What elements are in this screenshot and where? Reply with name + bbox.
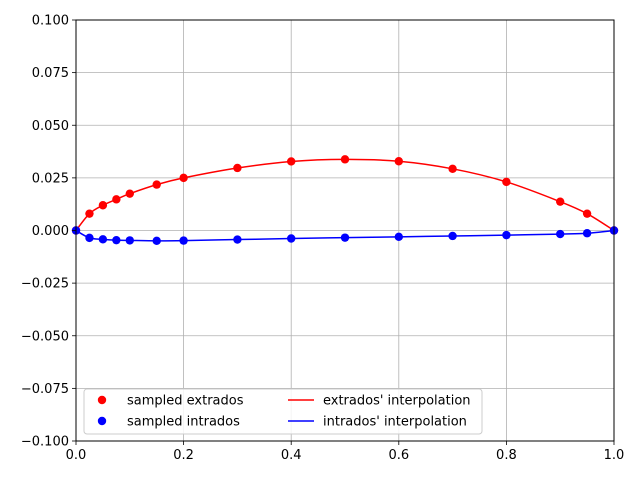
sample-point-intrados xyxy=(556,229,565,239)
legend-label: intrados' interpolation xyxy=(323,415,467,430)
sample-point-intrados xyxy=(448,231,457,241)
sample-point-extrados xyxy=(112,195,121,204)
sample-point-extrados xyxy=(233,163,242,173)
legend-marker xyxy=(97,395,107,405)
sample-point-extrados xyxy=(85,209,94,218)
sample-point-extrados xyxy=(582,209,592,218)
interpolation-line-extrados xyxy=(75,158,615,232)
legend-label: extrados' interpolation xyxy=(323,394,471,409)
sample-point-extrados xyxy=(287,157,296,166)
sample-point-intrados xyxy=(152,236,161,246)
sample-point-intrados xyxy=(85,233,94,243)
sample-point-intrados xyxy=(179,236,188,245)
legend-label: sampled intrados xyxy=(127,415,240,430)
sample-point-extrados xyxy=(152,180,161,189)
y-tick-label: 0.025 xyxy=(32,171,69,186)
sample-point-intrados xyxy=(112,235,121,245)
sample-point-intrados xyxy=(502,230,511,240)
legend-box xyxy=(83,388,483,435)
sample-point-extrados xyxy=(98,201,108,210)
sample-point-intrados xyxy=(582,229,592,238)
sample-point-intrados xyxy=(233,235,242,244)
interpolation-line-intrados xyxy=(75,229,615,242)
y-tick-label: −0.050 xyxy=(21,329,69,344)
x-tick-label: 0.6 xyxy=(388,448,409,463)
x-tick-label: 0.8 xyxy=(496,448,517,463)
sample-point-extrados xyxy=(340,155,350,164)
sample-point-extrados xyxy=(179,173,188,183)
y-tick-label: 0.000 xyxy=(32,224,69,239)
sample-point-extrados xyxy=(448,164,457,174)
y-tick-label: 0.050 xyxy=(32,119,69,134)
sample-point-extrados xyxy=(125,189,134,198)
y-tick-label: 0.075 xyxy=(32,66,69,81)
sample-point-intrados xyxy=(394,232,403,242)
sample-point-extrados xyxy=(394,157,403,166)
x-tick-label: 0.4 xyxy=(281,448,302,463)
sample-point-extrados xyxy=(556,197,565,206)
y-tick-label: −0.025 xyxy=(21,277,69,292)
x-tick-label: 1.0 xyxy=(604,448,625,463)
sample-point-intrados xyxy=(287,234,296,243)
y-tick-label: −0.075 xyxy=(21,382,69,397)
sample-point-intrados xyxy=(98,235,108,244)
legend-label: sampled extrados xyxy=(127,394,244,409)
x-tick-label: 0.2 xyxy=(173,448,194,463)
sample-point-intrados xyxy=(340,233,350,242)
x-tick-label: 0.0 xyxy=(66,448,87,463)
y-tick-label: 0.100 xyxy=(32,14,69,29)
y-tick-label: −0.100 xyxy=(21,435,69,450)
legend-marker xyxy=(97,416,107,426)
x-axis-ticks: 0.0 0.2 0.4 0.6 0.8 1.0 xyxy=(66,441,625,463)
y-axis-ticks: 0.100 0.075 0.050 0.025 0.000 −0.025 −0.050 −0.… xyxy=(21,14,76,450)
legend: sampled extrados sampled intrados extrados… xyxy=(83,388,483,435)
sample-point-intrados xyxy=(125,236,134,245)
sample-point-extrados xyxy=(502,177,511,187)
